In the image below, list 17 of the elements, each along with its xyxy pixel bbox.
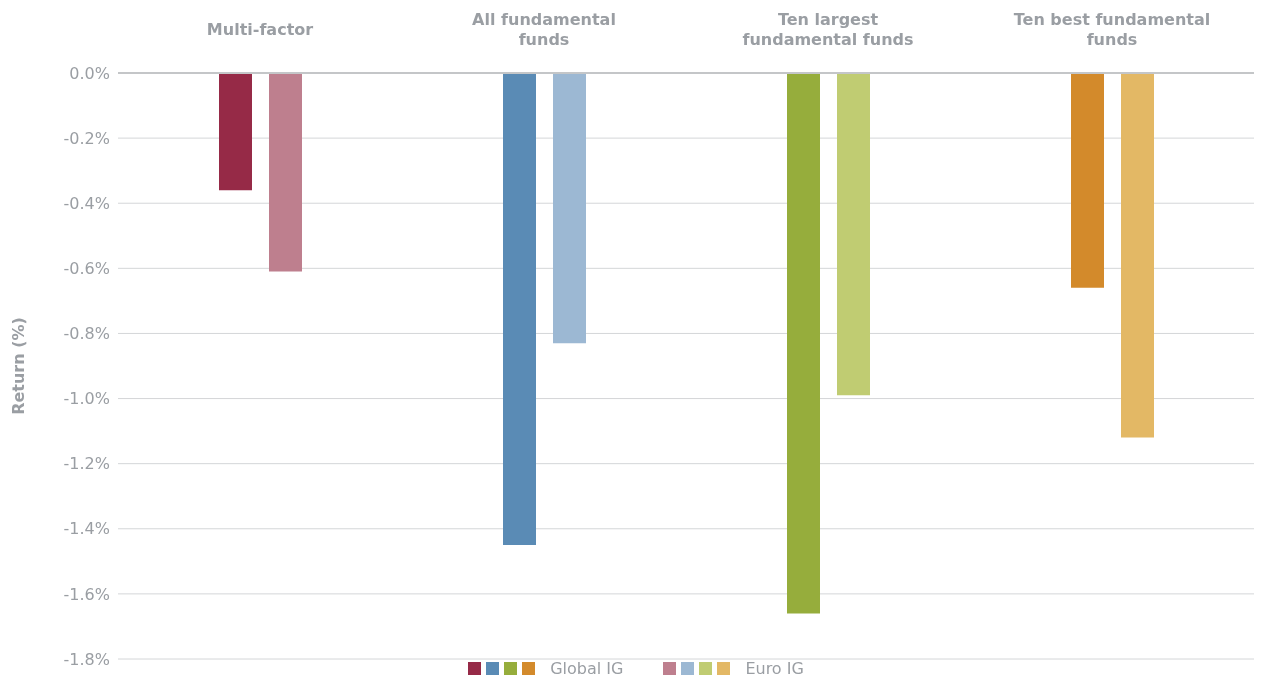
legend-label: Global IG <box>550 659 624 678</box>
x-tick-label: Multi-factor <box>206 20 314 39</box>
y-tick-label: -0.8% <box>63 324 110 344</box>
x-tick-label: Ten largest fundamental funds <box>742 10 914 49</box>
y-tick-label: -1.8% <box>63 649 110 669</box>
y-tick-label: -1.2% <box>63 454 110 474</box>
y-tick-label: 0.0% <box>69 63 110 83</box>
y-tick-label: -0.2% <box>63 128 110 148</box>
x-tick-label: Ten best fundamental funds <box>1013 10 1211 49</box>
y-tick-label: -1.6% <box>63 584 110 604</box>
legend-label: Euro IG <box>745 659 804 678</box>
y-tick-label: -0.6% <box>63 259 110 279</box>
y-tick-label: -1.4% <box>63 519 110 539</box>
y-tick-label: -1.0% <box>63 389 110 409</box>
y-tick-label: -0.4% <box>63 193 110 213</box>
x-tick-label: All fundamental funds <box>472 10 616 49</box>
y-axis-title: Return (%) <box>8 317 28 415</box>
